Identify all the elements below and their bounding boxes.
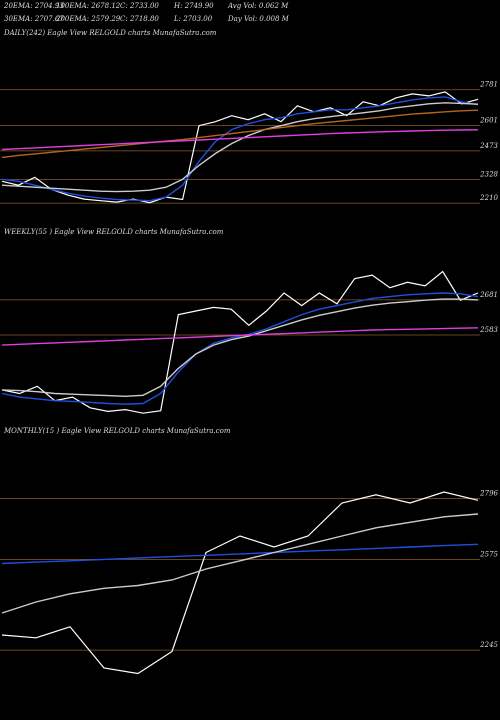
y-tick-label: 2575: [479, 550, 498, 558]
stat-label: L: 2703.00: [173, 15, 213, 23]
y-tick-label: 2210: [479, 194, 498, 202]
panel-title: MONTHLY(15 ) Eagle View RELGOLD charts M…: [3, 427, 231, 435]
panel-title: WEEKLY(55 ) Eagle View RELGOLD charts Mu…: [4, 228, 224, 236]
series-line: [1, 102, 479, 193]
y-tick-label: 2601: [479, 116, 498, 124]
y-tick-label: 2328: [479, 171, 498, 179]
y-tick-label: 2473: [479, 142, 498, 150]
y-tick-label: 2781: [479, 81, 498, 89]
y-tick-label: 2245: [479, 641, 498, 649]
stat-label: 30EMA: 2707.67: [4, 15, 64, 23]
y-tick-label: 2796: [479, 490, 498, 498]
series-line: [1, 91, 479, 204]
series-line: [1, 513, 479, 614]
series-line: [1, 543, 479, 565]
series-line: [1, 292, 479, 405]
series-line: [1, 96, 479, 202]
stat-label: 200EMA: 2579.29: [55, 15, 121, 23]
panel-title: DAILY(242) Eagle View RELGOLD charts Mun…: [3, 29, 217, 37]
series-line: [1, 491, 479, 675]
stat-label: C: 2718.80: [120, 15, 159, 23]
series-line: [1, 109, 479, 159]
stat-label: C: 2733.00: [120, 2, 159, 10]
stat-label: Day Vol: 0.008 M: [227, 15, 290, 23]
y-tick-label: 2681: [479, 291, 498, 299]
series-line: [1, 327, 479, 346]
stat-label: H: 2749.90: [173, 2, 214, 10]
series-line: [1, 129, 479, 151]
stat-label: Avg Vol: 0.062 M: [227, 2, 289, 10]
stat-label: 100EMA: 2678.12: [56, 2, 121, 10]
series-line: [1, 298, 479, 398]
y-tick-label: 2583: [479, 326, 498, 334]
stat-label: 20EMA: 2704.93: [3, 2, 64, 10]
